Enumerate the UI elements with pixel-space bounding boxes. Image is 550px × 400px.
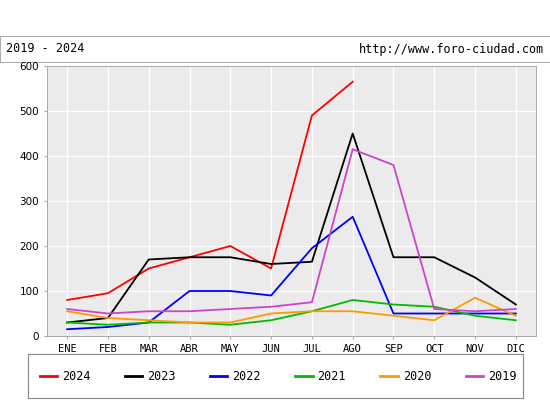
Text: Evolucion Nº Turistas Extranjeros en el municipio de Alcuéscar: Evolucion Nº Turistas Extranjeros en el … — [16, 10, 534, 26]
Text: http://www.foro-ciudad.com: http://www.foro-ciudad.com — [359, 42, 544, 56]
Text: 2023: 2023 — [147, 370, 176, 382]
Text: 2019 - 2024: 2019 - 2024 — [6, 42, 84, 56]
Text: 2019: 2019 — [488, 370, 516, 382]
Text: 2024: 2024 — [62, 370, 91, 382]
Text: 2021: 2021 — [317, 370, 346, 382]
Text: 2020: 2020 — [403, 370, 431, 382]
Text: 2022: 2022 — [233, 370, 261, 382]
